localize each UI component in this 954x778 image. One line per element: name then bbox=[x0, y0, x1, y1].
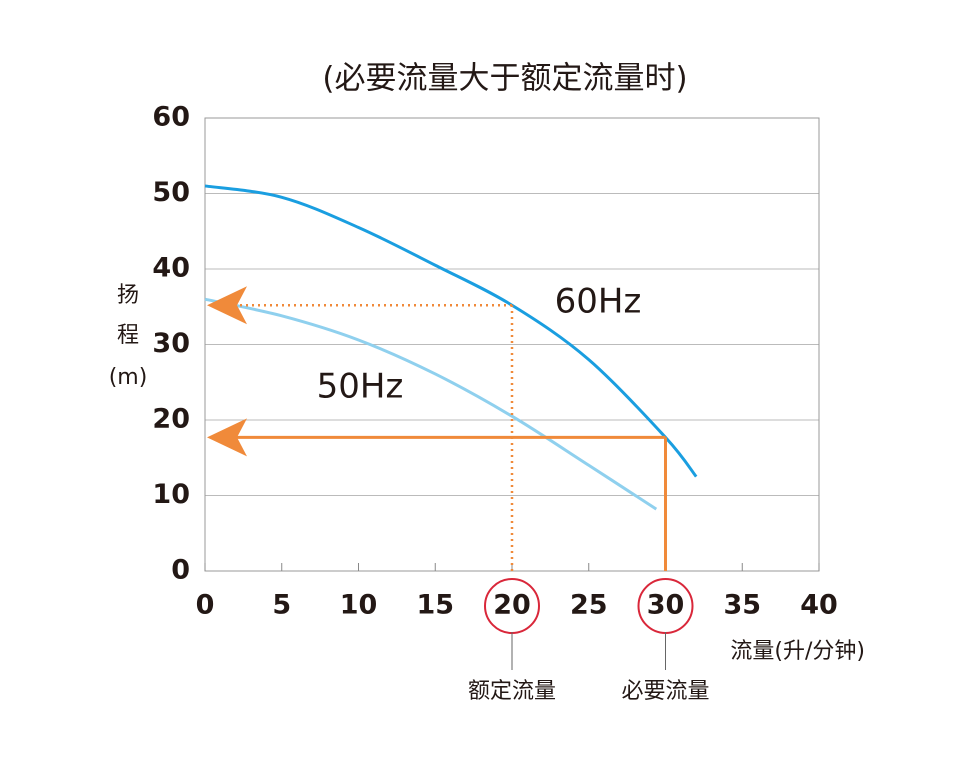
line bbox=[204, 297, 658, 511]
y-axis-label: 扬 bbox=[117, 283, 139, 308]
y-tick-label: 10 bbox=[152, 479, 190, 510]
y-tick-label: 50 bbox=[152, 177, 190, 208]
y-tick-label: 60 bbox=[152, 102, 190, 133]
y-tick-label: 20 bbox=[152, 404, 190, 435]
x-axis-label: 流量(升/分钟) bbox=[730, 639, 865, 664]
marker-label: 必要流量 bbox=[621, 679, 709, 704]
x-tick-label: 25 bbox=[570, 590, 608, 621]
y-tick-label: 0 bbox=[171, 555, 190, 586]
chart-title: (必要流量大于额定流量时) bbox=[322, 61, 687, 97]
y-tick-label: 40 bbox=[152, 253, 190, 284]
x-tick-label: 40 bbox=[800, 590, 838, 621]
x-tick-label: 10 bbox=[340, 590, 378, 621]
arrow-head bbox=[207, 286, 247, 325]
x-tick-label: 30 bbox=[647, 590, 685, 621]
x-tick-label: 5 bbox=[272, 590, 291, 621]
x-tick-label: 15 bbox=[416, 590, 454, 621]
x-tick-label: 20 bbox=[493, 590, 531, 621]
series-label: 50Hz bbox=[317, 367, 404, 407]
series-label: 60Hz bbox=[555, 282, 642, 322]
arrow-head bbox=[207, 418, 247, 457]
x-tick-label: 35 bbox=[723, 590, 761, 621]
y-axis-label: 程 bbox=[117, 323, 139, 348]
x-tick-label: 0 bbox=[196, 590, 215, 621]
line bbox=[204, 184, 698, 478]
y-tick-label: 30 bbox=[152, 328, 190, 359]
marker-label: 额定流量 bbox=[468, 679, 556, 704]
y-axis-label: (m) bbox=[109, 365, 148, 390]
